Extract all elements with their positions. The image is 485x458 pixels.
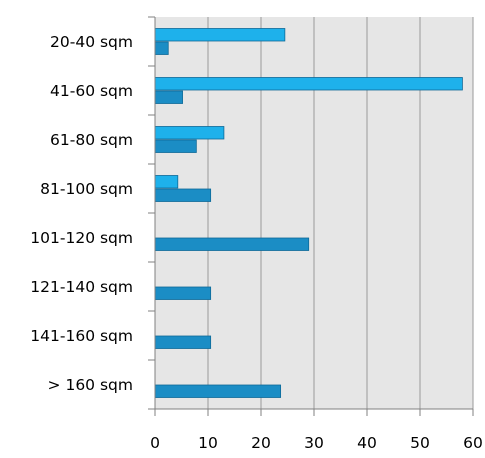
bar-series2-6	[154, 286, 212, 300]
x-tick-label: 40	[357, 434, 377, 452]
x-tick-label: 10	[198, 434, 218, 452]
bar-series2-4	[154, 188, 212, 202]
bar-series1-3	[154, 126, 225, 140]
category-label: 20-40 sqm	[50, 33, 133, 51]
category-label: 81-100 sqm	[40, 180, 133, 198]
x-tick-label: 30	[304, 434, 324, 452]
bar-series1-4	[154, 175, 179, 189]
category-label: 101-120 sqm	[30, 229, 133, 247]
x-tick-label: 20	[251, 434, 271, 452]
x-tick-label: 60	[463, 434, 483, 452]
category-label: 41-60 sqm	[50, 82, 133, 100]
bar-series2-5	[154, 237, 310, 251]
bar-series1-2	[154, 77, 463, 91]
axes	[148, 16, 474, 416]
bar-series2-1	[154, 41, 169, 55]
bar-series2-8	[154, 384, 282, 398]
category-label: 61-80 sqm	[50, 131, 133, 149]
x-tick-label: 50	[410, 434, 430, 452]
category-label: 141-160 sqm	[30, 327, 133, 345]
bar-series2-2	[154, 90, 183, 104]
category-label: > 160 sqm	[48, 376, 133, 394]
category-label: 121-140 sqm	[30, 278, 133, 296]
bar-series2-7	[154, 335, 212, 349]
category-labels: 20-40 sqm 41-60 sqm 61-80 sqm 81-100 sqm 101…	[30, 33, 133, 394]
bar-series2-3	[154, 139, 197, 153]
bar-series1-1	[154, 28, 286, 42]
x-tick-label: 0	[150, 434, 160, 452]
x-tick-labels: 0 10 20 30 40 50 60	[150, 434, 483, 452]
